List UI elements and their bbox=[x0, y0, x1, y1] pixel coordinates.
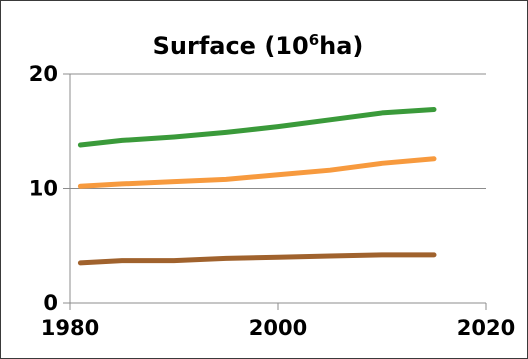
series-line-3 bbox=[77, 252, 437, 266]
axes bbox=[63, 73, 487, 310]
series-line-1 bbox=[77, 106, 437, 148]
series-lines bbox=[77, 106, 437, 266]
x-tick-label: 2000 bbox=[249, 316, 307, 340]
y-tick-label: 20 bbox=[29, 62, 58, 86]
y-tick-label: 10 bbox=[29, 177, 58, 201]
gridlines bbox=[70, 73, 486, 189]
tick-labels: 0 10 20 1980 2000 2020 bbox=[29, 62, 515, 340]
x-tick-label: 1980 bbox=[41, 316, 99, 340]
series-line-2 bbox=[77, 156, 437, 189]
y-tick-label: 0 bbox=[43, 291, 58, 315]
chart-title-superscript: 6 bbox=[309, 31, 319, 49]
chart-title: Surface (106ha) bbox=[153, 31, 364, 60]
chart-title-main: Surface (10 bbox=[153, 32, 309, 60]
x-tick-label: 2020 bbox=[457, 316, 515, 340]
chart-title-end: ha) bbox=[319, 32, 363, 60]
